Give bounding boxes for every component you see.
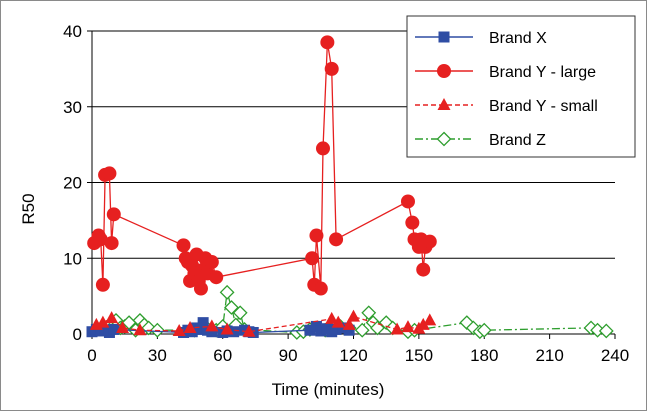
series-layer <box>86 35 614 340</box>
marker-circle <box>106 207 121 222</box>
marker-triangle <box>183 320 197 333</box>
marker-circle <box>324 61 339 76</box>
marker-triangle <box>437 98 451 110</box>
legend-label: Brand Z <box>489 132 546 149</box>
marker-circle <box>405 215 420 230</box>
marker-diamond <box>598 323 614 339</box>
y-tick-label: 20 <box>63 174 82 193</box>
y-tick-label: 10 <box>63 249 82 268</box>
legend: Brand X Brand Y - large Brand Y - small Bra… <box>406 15 636 158</box>
legend-label: Brand Y - small <box>489 98 598 115</box>
legend-entry: Brand Z <box>415 131 546 149</box>
marker-triangle <box>205 319 219 332</box>
marker-square <box>206 326 218 338</box>
marker-circle <box>95 277 110 292</box>
marker-square <box>228 326 240 338</box>
x-tick-label: 90 <box>279 346 298 365</box>
x-tick-label: 240 <box>601 346 629 365</box>
marker-circle <box>437 64 451 78</box>
marker-circle <box>176 238 191 253</box>
marker-diamond <box>232 305 248 321</box>
marker-circle <box>416 262 431 277</box>
legend-label: Brand Y - large <box>489 64 596 81</box>
x-tick-label: 30 <box>148 346 167 365</box>
y-tick-label: 30 <box>63 98 82 117</box>
marker-triangle <box>220 322 234 335</box>
marker-square <box>438 31 450 43</box>
marker-triangle <box>133 323 147 336</box>
marker-diamond <box>219 284 235 300</box>
y-tick-label: 0 <box>73 325 82 344</box>
series-brand-y-small <box>89 309 437 337</box>
marker-circle <box>104 236 119 251</box>
marker-diamond <box>224 300 239 315</box>
marker-triangle <box>423 313 437 326</box>
marker-circle <box>93 232 108 247</box>
marker-diamond <box>354 322 370 338</box>
marker-square <box>330 323 342 335</box>
x-tick-label: 210 <box>535 346 563 365</box>
marker-circle <box>320 35 335 50</box>
marker-triangle <box>172 323 186 336</box>
marker-circle <box>329 232 344 247</box>
y-axis-label: R50 <box>19 193 38 224</box>
marker-circle <box>102 166 117 181</box>
x-tick-label: 150 <box>405 346 433 365</box>
marker-triangle <box>96 315 110 328</box>
marker-circle <box>400 194 415 209</box>
legend-entry: Brand Y - large <box>415 64 596 81</box>
marker-circle <box>193 281 208 296</box>
legend-entry: Brand X <box>415 30 547 47</box>
marker-circle <box>305 251 320 266</box>
marker-triangle <box>105 311 119 324</box>
x-tick-label: 0 <box>87 346 96 365</box>
marker-triangle <box>416 317 430 330</box>
marker-square <box>108 323 120 335</box>
marker-triangle <box>116 320 130 333</box>
marker-circle <box>315 141 330 156</box>
marker-square <box>195 323 207 335</box>
marker-circle <box>209 270 224 285</box>
marker-triangle <box>342 317 356 330</box>
marker-triangle <box>347 309 360 322</box>
x-axis-label: Time (minutes) <box>272 380 385 399</box>
legend-entry: Brand Y - small <box>415 98 598 115</box>
marker-circle <box>422 234 437 249</box>
series-brand-y-large <box>87 35 437 296</box>
marker-diamond <box>361 305 377 321</box>
y-tick-label: 40 <box>63 22 82 41</box>
legend-label: Brand X <box>489 30 547 47</box>
y-tick-labels: 0 10 20 30 40 <box>63 22 82 344</box>
marker-diamond <box>476 322 492 338</box>
marker-square <box>197 317 209 329</box>
marker-circle <box>309 228 324 243</box>
marker-square <box>304 324 316 336</box>
marker-circle <box>204 255 219 270</box>
marker-diamond <box>436 131 452 147</box>
x-tick-labels: 0 30 60 90 120 150 180 210 240 <box>87 346 629 365</box>
marker-triangle <box>401 320 415 333</box>
x-tick-label: 180 <box>470 346 498 365</box>
x-tick-label: 60 <box>213 346 232 365</box>
marker-triangle <box>242 324 256 337</box>
marker-triangle <box>325 311 339 324</box>
marker-triangle <box>390 322 404 335</box>
marker-square <box>337 322 349 334</box>
marker-square <box>247 326 259 338</box>
marker-triangle <box>331 315 345 328</box>
x-tick-label: 120 <box>339 346 367 365</box>
marker-square <box>315 325 327 337</box>
marker-circle <box>313 281 328 296</box>
marker-square <box>343 324 355 336</box>
